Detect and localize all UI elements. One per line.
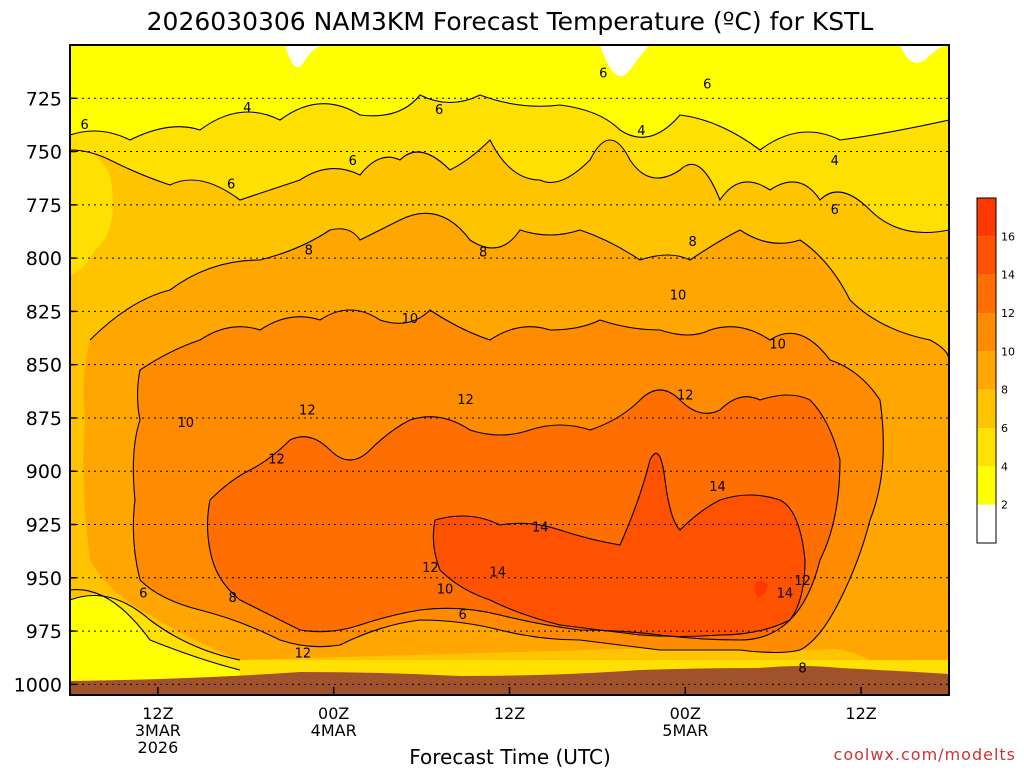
y-tick-label: 800	[26, 248, 62, 270]
colorbar-label: 4	[1001, 460, 1008, 473]
colorbar-frame	[976, 197, 997, 544]
contour-lines	[70, 94, 949, 671]
gridlines	[70, 97, 949, 685]
contour-line-8	[89, 212, 949, 361]
contour-label: 12	[422, 561, 439, 576]
contour-label: 10	[437, 582, 454, 597]
contour-label: 4	[243, 101, 251, 116]
colorbar: 2 4 6 8 10 12 14 16	[976, 197, 1015, 544]
colorbar-swatch	[977, 351, 996, 390]
colorbar-label: 8	[1001, 384, 1008, 397]
contour-line-4-low	[70, 589, 241, 671]
y-tick-label: 775	[26, 195, 62, 217]
contour-label: 6	[435, 103, 443, 118]
contour-label: 14	[709, 480, 726, 495]
contour-line-6-low	[70, 594, 241, 661]
contour-line-12	[206, 389, 841, 641]
contour-label: 10	[769, 337, 786, 352]
x-tick-label: 4MAR	[311, 721, 357, 740]
x-tick-label: 00Z	[318, 704, 349, 723]
y-tick-label: 750	[26, 142, 62, 164]
colorbar-swatch	[977, 198, 996, 237]
y-tick-label: 725	[26, 88, 62, 110]
chart-title: 2026030306 NAM3KM Forecast Temperature (…	[147, 7, 874, 36]
contour-label: 8	[479, 246, 487, 261]
y-tick-label: 975	[26, 621, 62, 643]
contour-label: 14	[532, 521, 549, 536]
contour-line-14	[432, 452, 806, 638]
contour-label: 8	[305, 244, 313, 259]
colorbar-label: 10	[1001, 345, 1015, 358]
colorbar-label: 16	[1001, 230, 1015, 243]
contour-label: 12	[299, 403, 316, 418]
x-tick-label: 3MAR	[135, 721, 181, 740]
contour-label: 12	[677, 389, 694, 404]
contour-line-4	[70, 94, 949, 151]
y-tick-label: 900	[26, 461, 62, 483]
watermark-text: coolwx.com/modelts	[834, 745, 1016, 764]
y-axis: 725 750 775 800 825 850 875 900 925 950 975 1000	[14, 88, 76, 696]
colorbar-swatch	[977, 389, 996, 428]
contour-label: 6	[703, 77, 711, 92]
fill-band-lt2	[285, 45, 945, 77]
colorbar-swatch	[977, 466, 996, 505]
y-tick-label: 950	[26, 568, 62, 590]
contour-label: 6	[349, 154, 357, 169]
x-tick-label: 5MAR	[662, 721, 708, 740]
colorbar-swatch	[977, 504, 996, 543]
y-tick-label: 825	[26, 301, 62, 323]
contour-label: 6	[81, 118, 89, 133]
colorbar-swatch	[977, 274, 996, 313]
y-tick-label: 925	[26, 515, 62, 537]
colorbar-label: 2	[1001, 499, 1008, 512]
contour-line-10	[132, 309, 884, 654]
colorbar-label: 14	[1001, 269, 1015, 282]
contour-label: 14	[490, 565, 507, 580]
colorbar-swatch	[977, 313, 996, 352]
y-tick-label: 850	[26, 355, 62, 377]
contour-label: 6	[599, 67, 607, 82]
contour-label: 4	[637, 124, 645, 139]
contour-label: 6	[458, 608, 466, 623]
contour-label: 4	[831, 154, 839, 169]
contour-label: 14	[777, 587, 794, 602]
contour-label: 6	[831, 203, 839, 218]
colorbar-swatch	[977, 236, 996, 275]
x-tick-label: 00Z	[670, 704, 701, 723]
contour-label: 12	[268, 452, 285, 467]
contour-label: 8	[798, 661, 806, 676]
contour-label: 10	[177, 416, 194, 431]
ground-terrain	[70, 666, 949, 695]
contour-label: 12	[457, 393, 474, 408]
contour-label: 12	[794, 574, 811, 589]
fill-band-16-18	[754, 580, 768, 598]
contour-label: 8	[228, 591, 236, 606]
contour-line-6	[70, 139, 949, 233]
contour-label: 8	[688, 235, 696, 250]
colorbar-label: 6	[1001, 422, 1008, 435]
contour-label: 10	[670, 288, 687, 303]
x-tick-label: 2026	[138, 738, 179, 757]
fill-band-2-4	[70, 45, 949, 150]
contour-label: 6	[139, 587, 147, 602]
colorbar-label: 12	[1001, 307, 1015, 320]
contour-label: 10	[402, 312, 419, 327]
contour-label: 6	[227, 178, 235, 193]
x-axis-label: Forecast Time (UTC)	[409, 745, 611, 768]
y-tick-label: 1000	[14, 674, 62, 696]
contour-label: 12	[295, 646, 312, 661]
y-tick-label: 875	[26, 408, 62, 430]
x-tick-label: 12Z	[845, 704, 876, 723]
x-tick-label: 12Z	[494, 704, 525, 723]
colorbar-swatch	[977, 428, 996, 467]
x-tick-label: 12Z	[142, 704, 173, 723]
